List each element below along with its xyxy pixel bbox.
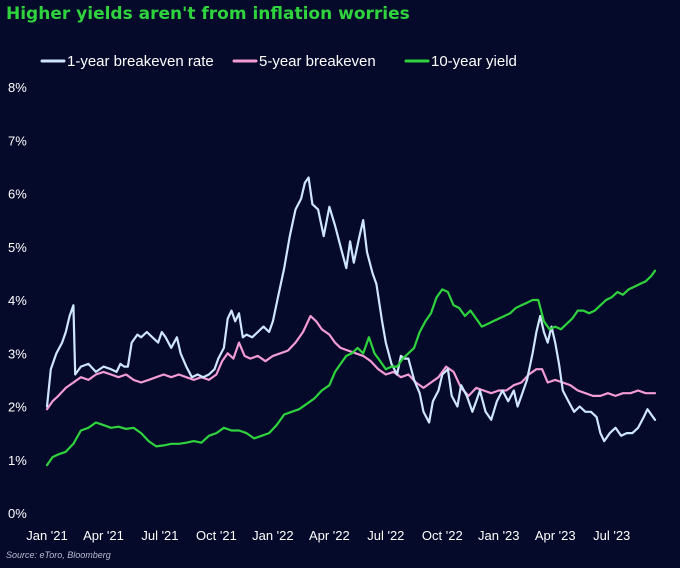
- y-tick-label: 8%: [8, 80, 27, 95]
- x-tick-label: Apr '21: [83, 528, 124, 543]
- chart-title: Higher yields aren't from inflation worr…: [6, 4, 410, 24]
- legend-label: 10-year yield: [431, 53, 517, 70]
- plot-area: [45, 176, 657, 467]
- series-line-1-year-breakeven-rate: [45, 176, 657, 443]
- legend-label: 1-year breakeven rate: [67, 53, 214, 70]
- x-tick-label: Jan '21: [26, 528, 68, 543]
- series-line-10-year-yield: [45, 269, 657, 467]
- y-tick-label: 3%: [8, 346, 27, 361]
- y-tick-label: 4%: [8, 293, 27, 308]
- y-tick-label: 6%: [8, 187, 27, 202]
- series-line-5-year-breakeven: [45, 314, 657, 411]
- y-axis: 0% 1% 2% 3% 4% 5% 6% 7% 8%: [8, 80, 27, 521]
- x-tick-label: Apr '22: [309, 528, 350, 543]
- y-tick-label: 5%: [8, 240, 27, 255]
- y-tick-label: 2%: [8, 400, 27, 415]
- y-tick-label: 1%: [8, 453, 27, 468]
- x-tick-label: Jul '21: [141, 528, 178, 543]
- x-tick-label: Jul '22: [367, 528, 404, 543]
- y-tick-label: 0%: [8, 506, 27, 521]
- source-note: Source: eToro, Bloomberg: [6, 550, 111, 560]
- x-axis: Jan '21 Apr '21 Jul '21 Oct '21 Jan '22 Apr '…: [26, 528, 630, 543]
- legend-label: 5-year breakeven: [259, 53, 376, 70]
- x-tick-label: Apr '23: [535, 528, 576, 543]
- x-tick-label: Jul '23: [593, 528, 630, 543]
- x-tick-label: Oct '22: [422, 528, 463, 543]
- x-tick-label: Jan '23: [478, 528, 520, 543]
- x-tick-label: Oct '21: [196, 528, 237, 543]
- x-tick-label: Jan '22: [252, 528, 294, 543]
- y-tick-label: 7%: [8, 133, 27, 148]
- legend: 1-year breakeven rate 5-year breakeven 10-…: [40, 53, 517, 70]
